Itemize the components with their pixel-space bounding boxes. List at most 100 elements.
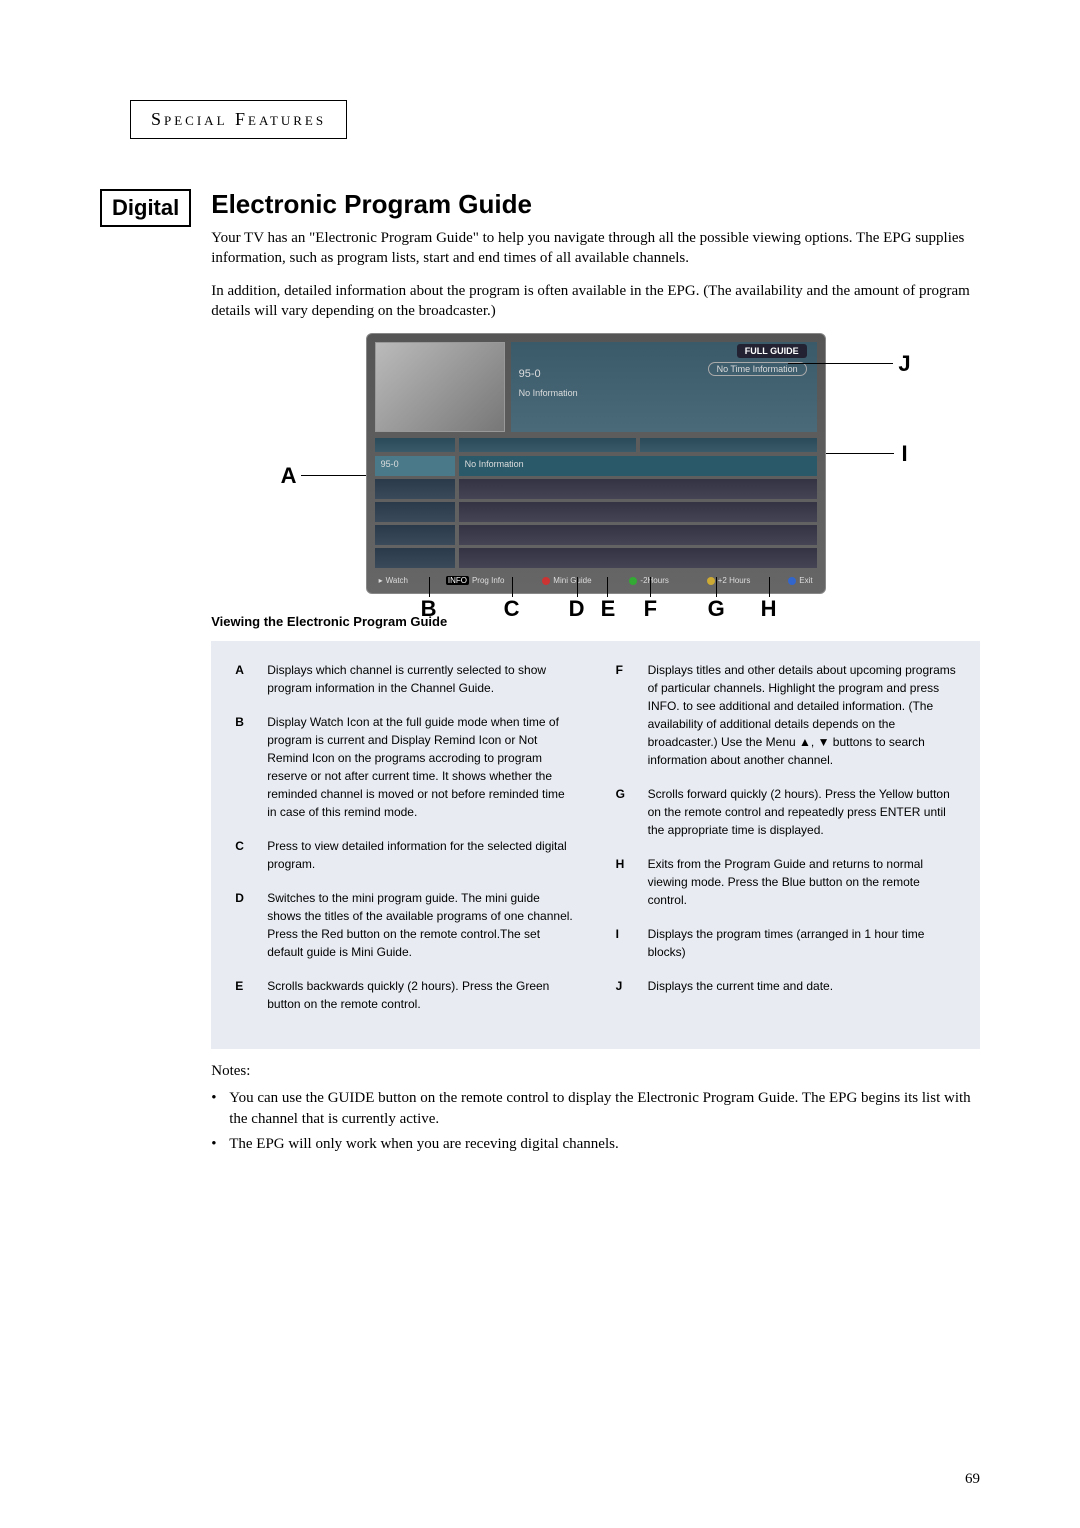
note-item: You can use the GUIDE button on the remo… [229,1088,980,1130]
epg-row [375,502,817,522]
no-info-label: No Information [519,388,809,398]
epg-channel-rows: 95-0 No Information [375,456,817,568]
main-content-row: Digital Electronic Program Guide Your TV… [100,189,980,1159]
blue-dot-icon [788,577,796,585]
timeline-hour-1 [459,438,636,452]
descriptions-box: A Displays which channel is currently se… [211,641,980,1049]
desc-item-J: J Displays the current time and date. [616,977,956,995]
desc-text: Press to view detailed information for t… [267,837,575,873]
page-title: Electronic Program Guide [211,189,980,220]
callout-line-D [577,577,578,597]
timeline-spacer [375,438,455,452]
callout-B: B [421,596,437,622]
epg-timeline [375,438,817,452]
epg-button-bar: ▸ Watch INFO Prog Info Mini Guide -2Hour… [375,576,817,585]
callout-D: D [569,596,585,622]
desc-text: Exits from the Program Guide and returns… [648,855,956,909]
desc-letter: C [235,837,251,873]
section-header: Special Features [130,100,347,139]
callout-I: I [901,441,907,467]
epg-row [375,525,817,545]
row-program-info [459,479,817,499]
callout-line-G [716,577,717,597]
content-column: Electronic Program Guide Your TV has an … [211,189,980,1159]
notes-list: You can use the GUIDE button on the remo… [211,1088,980,1155]
viewing-subtitle: Viewing the Electronic Program Guide [211,614,980,629]
callout-H: H [761,596,777,622]
callout-line-H [769,577,770,597]
callout-F: F [644,596,657,622]
watch-button: ▸ Watch [379,576,408,585]
callout-A: A [281,463,297,489]
full-guide-label: FULL GUIDE [737,344,807,358]
callout-G: G [708,596,725,622]
epg-preview-window [375,342,505,432]
callout-C: C [504,596,520,622]
callout-line-I [826,453,894,454]
exit-label: Exit [799,576,812,585]
desc-text: Scrolls forward quickly (2 hours). Press… [648,785,956,839]
callout-line-B [429,577,430,597]
desc-item-E: E Scrolls backwards quickly (2 hours). P… [235,977,575,1013]
row-channel-label [375,548,455,568]
red-dot-icon [542,577,550,585]
green-dot-icon [629,577,637,585]
prog-info-label: Prog Info [472,576,504,585]
desc-letter: I [616,925,632,961]
callout-J: J [898,351,910,377]
desc-letter: B [235,713,251,821]
desc-letter: G [616,785,632,839]
callout-line-J [788,363,893,364]
row-program-info [459,502,817,522]
desc-letter: J [616,977,632,995]
desc-item-I: I Displays the program times (arranged i… [616,925,956,961]
intro-paragraph-2: In addition, detailed information about … [211,281,980,322]
desc-item-D: D Switches to the mini program guide. Th… [235,889,575,961]
timeline-hour-2 [640,438,817,452]
desc-item-G: G Scrolls forward quickly (2 hours). Pre… [616,785,956,839]
row-channel-label: 95-0 [375,456,455,476]
notes-section: Notes: You can use the GUIDE button on t… [211,1061,980,1155]
info-badge: INFO [446,576,469,585]
row-program-info [459,525,817,545]
row-program-info [459,548,817,568]
header-text: Special Features [151,109,326,129]
epg-top-row: FULL GUIDE No Time Information 95-0 No I… [375,342,817,432]
epg-row: 95-0 No Information [375,456,817,476]
desc-text: Switches to the mini program guide. The … [267,889,575,961]
epg-row [375,548,817,568]
desc-text: Display Watch Icon at the full guide mod… [267,713,575,821]
desc-left-column: A Displays which channel is currently se… [235,661,575,1029]
desc-right-column: F Displays titles and other details abou… [616,661,956,1029]
desc-item-H: H Exits from the Program Guide and retur… [616,855,956,909]
callout-line-C [512,577,513,597]
desc-item-B: B Display Watch Icon at the full guide m… [235,713,575,821]
desc-text: Scrolls backwards quickly (2 hours). Pre… [267,977,575,1013]
intro-paragraph-1: Your TV has an "Electronic Program Guide… [211,228,980,269]
plus2-label: +2 Hours [718,576,751,585]
desc-text: Displays the current time and date. [648,977,956,995]
desc-letter: H [616,855,632,909]
desc-item-C: C Press to view detailed information for… [235,837,575,873]
row-program-info: No Information [459,456,817,476]
watch-label: Watch [386,576,408,585]
prog-info-button: INFO Prog Info [446,576,505,585]
desc-letter: F [616,661,632,769]
row-channel-label [375,502,455,522]
no-time-label: No Time Information [708,362,807,376]
epg-diagram: FULL GUIDE No Time Information 95-0 No I… [286,333,906,594]
row-channel-label [375,525,455,545]
page-number: 69 [965,1471,980,1488]
desc-text: Displays titles and other details about … [648,661,956,769]
row-channel-label [375,479,455,499]
epg-row [375,479,817,499]
callout-E: E [601,596,616,622]
desc-letter: E [235,977,251,1013]
desc-letter: A [235,661,251,697]
desc-item-F: F Displays titles and other details abou… [616,661,956,769]
callout-line-E [607,577,608,597]
callout-line-A [301,475,366,476]
note-item: The EPG will only work when you are rece… [229,1134,980,1155]
notes-title: Notes: [211,1061,980,1082]
desc-text: Displays the program times (arranged in … [648,925,956,961]
